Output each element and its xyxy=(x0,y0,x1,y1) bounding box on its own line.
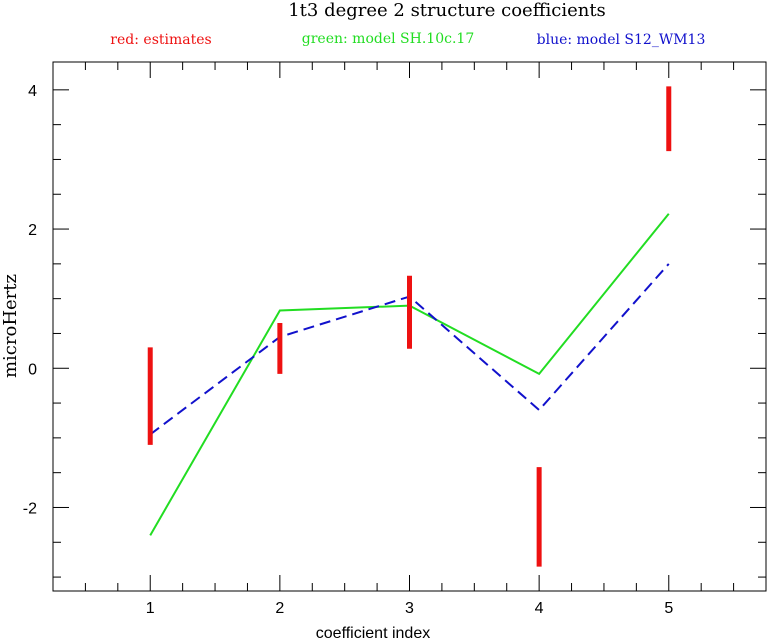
x-tick-label: 2 xyxy=(275,600,284,617)
y-axis-label: microHertz xyxy=(0,274,21,378)
y-tick-label: 4 xyxy=(28,83,37,100)
x-tick-label: 3 xyxy=(405,600,414,617)
y-tick-label: -2 xyxy=(23,500,37,517)
axis-ticks: 1 2 3 4 5 -2 0 2 4 xyxy=(23,62,767,617)
x-tick-label: 5 xyxy=(664,600,673,617)
y-tick-label: 2 xyxy=(28,222,37,239)
legend-blue-model: blue: model S12_WM13 xyxy=(537,32,706,48)
x-tick-label: 1 xyxy=(146,600,155,617)
chart-title: 1t3 degree 2 structure coefficients xyxy=(288,0,606,21)
legend-estimates: red: estimates xyxy=(110,32,211,48)
y-tick-label: 0 xyxy=(28,361,37,378)
x-tick-label: 4 xyxy=(535,600,544,617)
x-axis-label: coefficient index xyxy=(316,625,430,641)
green-model-line xyxy=(149,213,670,536)
legend-green-model: green: model SH.10c.17 xyxy=(302,31,474,47)
data-marks xyxy=(147,86,672,567)
